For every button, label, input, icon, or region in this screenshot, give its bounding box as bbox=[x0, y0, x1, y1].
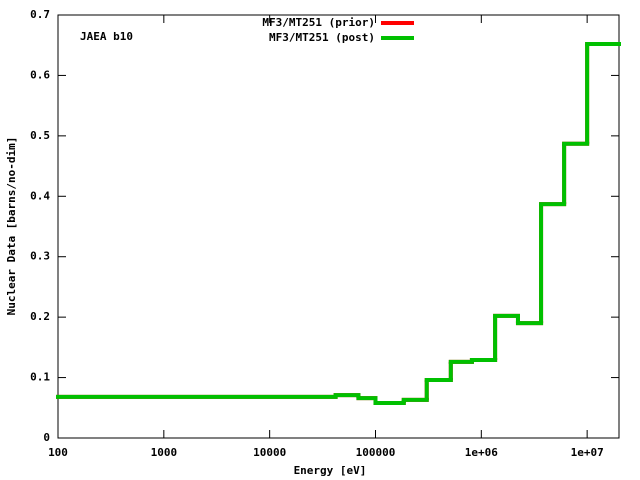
legend-label: MF3/MT251 (prior) bbox=[262, 16, 375, 29]
y-tick-label: 0.4 bbox=[30, 189, 50, 202]
x-tick-label: 1e+06 bbox=[465, 446, 498, 459]
y-tick-label: 0.7 bbox=[30, 8, 50, 21]
x-tick-label: 100 bbox=[48, 446, 68, 459]
legend-label: MF3/MT251 (post) bbox=[269, 31, 375, 44]
x-axis-label: Energy [eV] bbox=[294, 464, 367, 477]
plot-frame bbox=[57, 14, 620, 439]
y-tick-label: 0 bbox=[43, 431, 50, 444]
annotation: JAEA b10 bbox=[80, 30, 133, 43]
y-tick-label: 0.5 bbox=[30, 129, 50, 142]
x-tick-label: 10000 bbox=[253, 446, 286, 459]
y-axis-label: Nuclear Data [barns/no-dim] bbox=[5, 137, 18, 316]
y-tick-label: 0.2 bbox=[30, 310, 50, 323]
y-tick-label: 0.3 bbox=[30, 250, 50, 263]
y-tick-label: 0.6 bbox=[30, 68, 50, 81]
y-tick-label: 0.1 bbox=[30, 371, 50, 384]
x-tick-label: 1000 bbox=[151, 446, 178, 459]
x-tick-label: 100000 bbox=[356, 446, 396, 459]
x-tick-label: 1e+07 bbox=[571, 446, 604, 459]
